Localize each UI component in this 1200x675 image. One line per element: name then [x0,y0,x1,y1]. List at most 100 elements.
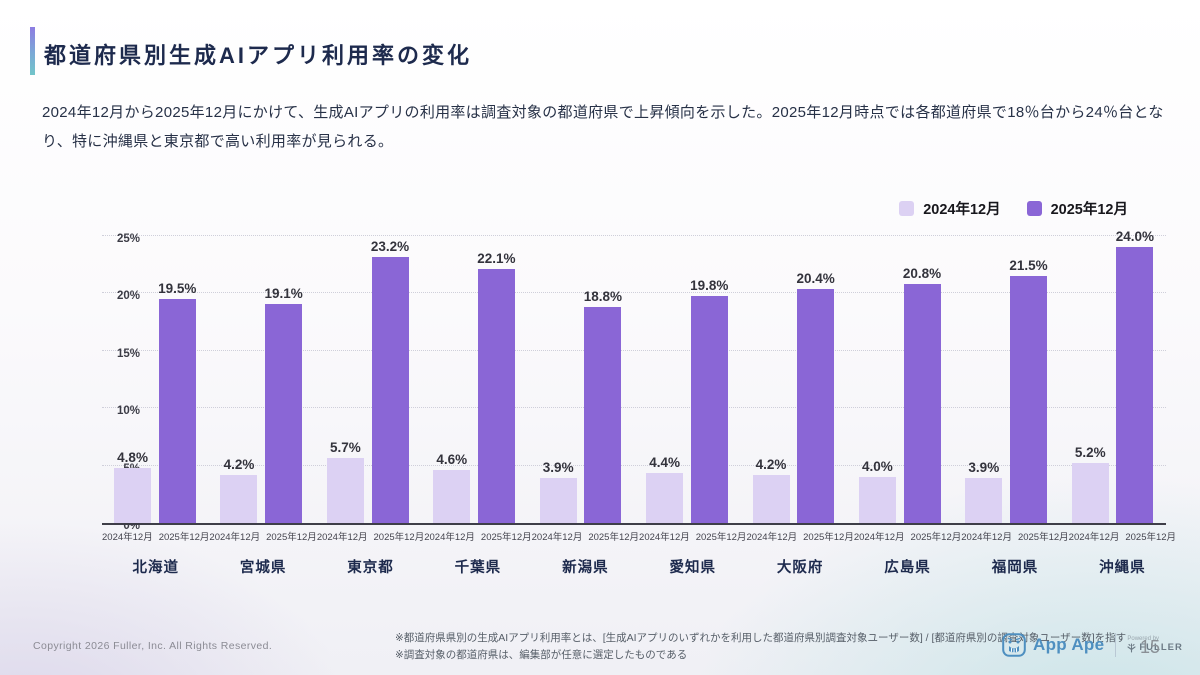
x-tick-label: 2024年12月 [746,532,798,543]
legend-label: 2024年12月 [923,202,1001,218]
bar-東京都-2024年12月 [326,457,364,523]
gridline-5% [102,464,1166,466]
bar-value-label: 20.4% [796,270,835,286]
bar-value-label: 4.2% [755,456,787,472]
category-label-大阪府: 大阪府 [776,560,824,576]
fuller-logo-icon [1127,643,1136,653]
page-number: 15 [1140,637,1161,657]
legend-label: 2025年12月 [1050,202,1128,218]
x-tick-label: 2025年12月 [480,532,532,543]
bar-愛知県-2025年12月 [690,295,728,523]
bar-value-label: 4.0% [862,459,893,475]
bar-新潟県-2025年12月 [584,307,622,523]
slide-description: 2024年12月から2025年12月にかけて、生成AIアプリの利用率は調査対象の… [42,104,1164,151]
x-tick-label: 2025年12月 [266,532,317,543]
category-label-新潟県: 新潟県 [562,560,609,576]
x-tick-label: 2025年12月 [910,532,962,543]
fuller-wordmark: FULLER [1139,641,1183,653]
gridline-15% [102,349,1166,351]
category-label-沖縄県: 沖縄県 [1099,560,1146,576]
bar-愛知県-2024年12月 [646,472,684,523]
bar-千葉県-2024年12月 [433,470,471,523]
x-tick-label: 2025年12月 [373,532,425,543]
y-tick-label: 25% [116,233,140,245]
bar-沖縄県-2024年12月 [1071,463,1109,523]
bar-広島県-2025年12月 [903,284,941,523]
powered-by-block: Powered by FULLER [1127,636,1182,654]
category-label-北海道: 北海道 [132,560,179,576]
x-tick-label: 2024年12月 [961,532,1012,543]
bar-value-label: 4.2% [223,456,255,472]
x-group-東京都: 2024年12月 2025年12月東京都 [317,525,424,577]
bar-chart: 0%5%10%15%20%25% 4.8%19.5%4.2%19.1%5.7%2… [58,229,1176,577]
bar-group-沖縄県: 5.2% 24.0% [1060,229,1166,523]
powered-by-label: Powered by [1127,636,1160,643]
bar-value-label: 3.9% [542,460,574,476]
x-tick-label: 2024年12月 [853,532,905,543]
category-label-宮城県: 宮城県 [239,560,287,576]
bar-value-label: 3.9% [968,460,1000,476]
category-label-広島県: 広島県 [884,560,931,576]
bar-大阪府-2025年12月 [797,288,835,523]
bar-広島県-2024年12月 [858,477,896,523]
bar-group-宮城県: 4.2% 19.1% [208,238,314,523]
bar-value-label: 5.7% [329,439,361,455]
chart-legend: 2024年12月 2025年12月 [899,198,1128,219]
x-group-広島県: 2024年12月 2025年12月広島県 [854,525,961,577]
category-label-愛知県: 愛知県 [669,560,716,576]
plot-area: 0%5%10%15%20%25% 4.8%19.5%4.2%19.1%5.7%2… [102,229,1166,532]
x-tick-label: 2024年12月 [424,532,475,543]
legend-swatch [1026,201,1042,216]
bar-北海道-2024年12月 [114,467,152,523]
x-tick-label: 2025年12月 [158,532,210,543]
x-group-福岡県: 2024年12月 2025年12月福岡県 [961,525,1068,577]
bar-宮城県-2025年12月 [265,303,303,523]
x-tick-label: 2025年12月 [695,532,747,543]
bar-value-label: 22.1% [477,251,516,267]
bar-group-福岡県: 3.9% 21.5% [953,238,1059,523]
legend-item-1: 2025年12月 [1026,198,1128,219]
bar-value-label: 23.2% [370,238,410,254]
category-label-千葉県: 千葉県 [454,560,502,576]
y-tick-label: 15% [116,347,140,360]
footnote-line-1: ※都道府県県別の生成AIアプリ利用率とは、[生成AIアプリのいずれかを利用した都… [395,632,1127,644]
x-group-宮城県: 2024年12月 2025年12月宮城県 [209,525,316,577]
bar-value-label: 19.8% [690,277,729,293]
bar-group-千葉県: 4.6% 22.1% [421,238,527,523]
bar-value-label: 19.1% [264,285,303,301]
copyright-text: Copyright 2026 Fuller, Inc. All Rights R… [33,640,273,652]
gridline-25% [102,235,1166,236]
bar-group-広島県: 4.0% 20.8% [847,238,953,523]
bar-value-label: 4.4% [649,454,680,470]
bar-group-東京都: 5.7% 23.2% [315,238,421,523]
x-group-大阪府: 2024年12月 2025年12月 大阪府 [746,525,853,577]
footnote-line-2: ※調査対象の都道府県は、編集部が任意に選定したものである [395,649,688,662]
bar-value-label: 5.2% [1074,445,1106,461]
y-tick-label: 0% [123,520,140,532]
x-tick-label: 2024年12月 [531,532,583,543]
bar-宮城県-2024年12月 [220,474,258,523]
y-tick-label: 10% [116,405,140,418]
bar-group-大阪府: 4.2% 20.4% [740,238,846,523]
category-label-東京都: 東京都 [347,560,394,576]
legend-item-0: 2024年12月 [899,198,1001,219]
app-ape-monkey-icon [1002,633,1026,657]
bar-group-北海道: 4.8% 19.5% [102,238,208,523]
bar-新潟県-2024年12月 [539,478,577,523]
x-tick-label: 2025年12月 [1017,532,1069,543]
y-tick-label: 20% [116,290,140,303]
category-label-福岡県: 福岡県 [991,560,1039,576]
x-tick-label: 2025年12月 [588,532,640,543]
bar-value-label: 20.8% [902,266,942,282]
bar-group-愛知県: 4.4% 19.8% [634,238,740,523]
x-group-新潟県: 2024年12月 2025年12月新潟県 [532,525,639,577]
x-group-沖縄県: 2024年12月 2025年12月 沖縄県 [1069,525,1176,577]
x-tick-label: 2024年12月 [316,532,368,543]
x-tick-label: 2024年12月 [209,532,261,543]
bar-千葉県-2025年12月 [477,269,515,523]
page-title: 都道府県別生成AIアプリ利用率の変化 [44,43,473,68]
x-tick-label: 2024年12月 [639,532,690,543]
bar-value-label: 24.0% [1115,229,1154,245]
bar-北海道-2025年12月 [158,299,196,523]
x-tick-label: 2024年12月 [102,532,153,543]
